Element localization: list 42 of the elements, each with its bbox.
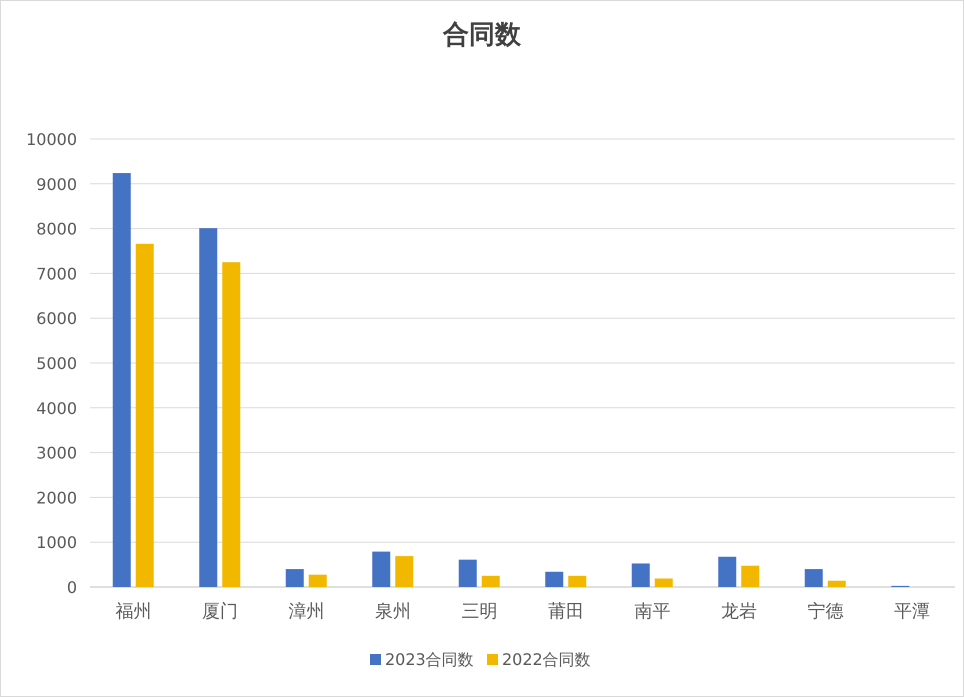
bar xyxy=(458,560,477,587)
x-tick-label: 福州 xyxy=(115,601,152,622)
y-tick-label: 1000 xyxy=(36,533,77,552)
bar xyxy=(482,576,500,587)
y-tick-label: 0 xyxy=(66,578,77,597)
bar xyxy=(654,578,673,587)
y-tick-label: 5000 xyxy=(36,354,77,373)
bar xyxy=(804,569,823,587)
legend-label: 2022合同数 xyxy=(502,650,591,669)
x-tick-label: 厦门 xyxy=(202,601,238,622)
bar xyxy=(395,556,414,587)
bar xyxy=(632,563,650,587)
bar xyxy=(568,576,586,587)
bar xyxy=(199,228,218,587)
y-tick-label: 10000 xyxy=(26,130,77,149)
x-tick-label: 三明 xyxy=(461,601,498,622)
y-tick-label: 7000 xyxy=(36,264,77,284)
x-tick-label: 泉州 xyxy=(374,601,411,622)
bar xyxy=(222,262,240,587)
bar xyxy=(136,244,154,587)
x-tick-label: 龙岩 xyxy=(720,601,757,622)
bar xyxy=(112,173,131,587)
x-tick-label: 宁德 xyxy=(807,601,844,622)
y-tick-label: 2000 xyxy=(36,488,77,508)
chart-title: 合同数 xyxy=(442,20,522,50)
y-tick-label: 3000 xyxy=(36,444,77,463)
y-tick-label: 9000 xyxy=(36,174,77,194)
bar xyxy=(308,574,327,587)
bar xyxy=(286,569,304,587)
x-tick-label: 南平 xyxy=(634,601,670,622)
y-tick-label: 4000 xyxy=(36,398,77,418)
bar xyxy=(372,552,390,587)
legend-label: 2023合同数 xyxy=(385,650,474,669)
bar xyxy=(741,566,760,587)
bar xyxy=(718,556,736,587)
x-tick-label: 平潭 xyxy=(894,601,930,622)
y-tick-label: 8000 xyxy=(36,220,77,239)
bar xyxy=(828,580,846,587)
x-tick-label: 莆田 xyxy=(548,601,584,622)
x-tick-label: 漳州 xyxy=(288,601,324,622)
y-tick-label: 6000 xyxy=(36,309,77,328)
bar xyxy=(545,572,564,587)
